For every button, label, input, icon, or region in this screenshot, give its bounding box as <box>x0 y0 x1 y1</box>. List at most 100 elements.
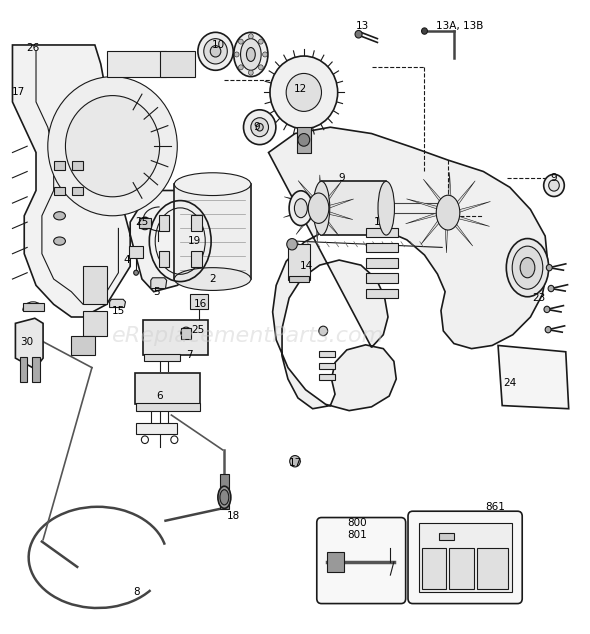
Polygon shape <box>448 212 473 246</box>
Ellipse shape <box>263 52 267 57</box>
Ellipse shape <box>181 327 191 339</box>
Ellipse shape <box>298 134 310 146</box>
Ellipse shape <box>287 238 297 250</box>
Ellipse shape <box>549 179 559 191</box>
FancyBboxPatch shape <box>317 517 406 604</box>
Polygon shape <box>319 208 339 236</box>
Polygon shape <box>448 172 451 212</box>
Bar <box>72 162 83 170</box>
Bar <box>191 251 202 267</box>
Text: 15: 15 <box>112 306 125 316</box>
Bar <box>135 373 199 404</box>
Text: 9: 9 <box>339 173 345 183</box>
Bar <box>32 358 40 382</box>
Bar <box>71 336 95 355</box>
Ellipse shape <box>270 56 337 129</box>
Ellipse shape <box>244 110 276 145</box>
Ellipse shape <box>290 456 300 467</box>
Bar <box>288 243 310 280</box>
Polygon shape <box>319 199 353 208</box>
Ellipse shape <box>134 270 139 275</box>
Text: 861: 861 <box>485 501 505 512</box>
Bar <box>190 294 208 309</box>
Bar <box>439 533 454 540</box>
Bar <box>136 403 199 411</box>
Ellipse shape <box>248 70 253 75</box>
Polygon shape <box>448 181 475 212</box>
Ellipse shape <box>204 39 227 64</box>
Text: 7: 7 <box>186 350 192 360</box>
Bar <box>54 162 65 170</box>
Ellipse shape <box>294 198 307 217</box>
Text: 18: 18 <box>227 511 240 521</box>
Text: 801: 801 <box>347 530 366 540</box>
Ellipse shape <box>548 285 554 292</box>
Ellipse shape <box>54 237 65 245</box>
Bar <box>181 328 191 339</box>
Ellipse shape <box>139 217 151 230</box>
Bar <box>107 51 166 77</box>
Text: eReplacementParts.com: eReplacementParts.com <box>112 326 384 346</box>
Bar <box>159 251 169 267</box>
Ellipse shape <box>289 191 313 226</box>
Text: 9: 9 <box>254 122 260 133</box>
Bar <box>54 186 65 195</box>
Polygon shape <box>296 208 319 235</box>
Ellipse shape <box>545 327 551 333</box>
Bar <box>322 181 386 235</box>
Ellipse shape <box>251 118 268 137</box>
Bar <box>421 548 446 589</box>
Ellipse shape <box>355 30 362 38</box>
Bar <box>129 246 143 257</box>
Polygon shape <box>319 175 322 208</box>
Text: 13: 13 <box>356 21 369 31</box>
Bar <box>19 358 27 382</box>
Ellipse shape <box>421 28 427 34</box>
Ellipse shape <box>247 48 255 61</box>
Text: 9: 9 <box>550 173 558 183</box>
Polygon shape <box>319 208 353 219</box>
Ellipse shape <box>218 486 231 508</box>
Bar <box>159 215 169 231</box>
Polygon shape <box>315 208 319 242</box>
Bar <box>83 311 107 336</box>
Polygon shape <box>421 212 448 245</box>
Ellipse shape <box>319 326 327 335</box>
Ellipse shape <box>248 34 253 39</box>
Ellipse shape <box>234 52 239 57</box>
Bar <box>83 266 107 304</box>
Polygon shape <box>407 199 448 212</box>
Bar <box>160 51 195 77</box>
Bar <box>449 548 474 589</box>
Text: 5: 5 <box>153 287 160 297</box>
Text: 4: 4 <box>124 255 130 265</box>
Ellipse shape <box>313 181 330 235</box>
Polygon shape <box>424 179 448 212</box>
Ellipse shape <box>308 193 329 223</box>
Polygon shape <box>448 202 490 212</box>
Bar <box>219 474 229 508</box>
Text: 16: 16 <box>194 299 208 309</box>
Bar <box>289 276 309 282</box>
Ellipse shape <box>286 74 322 112</box>
Bar <box>327 552 344 572</box>
Text: 12: 12 <box>294 84 307 94</box>
Bar <box>143 320 208 355</box>
Polygon shape <box>319 182 341 208</box>
Bar <box>477 548 508 589</box>
Polygon shape <box>268 127 548 411</box>
Polygon shape <box>284 197 319 208</box>
Ellipse shape <box>174 268 251 290</box>
Ellipse shape <box>241 39 261 70</box>
Ellipse shape <box>238 65 243 70</box>
Ellipse shape <box>546 264 552 271</box>
Ellipse shape <box>174 172 251 195</box>
Polygon shape <box>448 212 490 226</box>
Text: 6: 6 <box>156 391 163 401</box>
FancyBboxPatch shape <box>408 511 522 604</box>
Polygon shape <box>15 318 43 369</box>
Ellipse shape <box>238 39 243 44</box>
Polygon shape <box>498 346 569 409</box>
Ellipse shape <box>544 306 550 313</box>
Text: 25: 25 <box>135 217 149 227</box>
